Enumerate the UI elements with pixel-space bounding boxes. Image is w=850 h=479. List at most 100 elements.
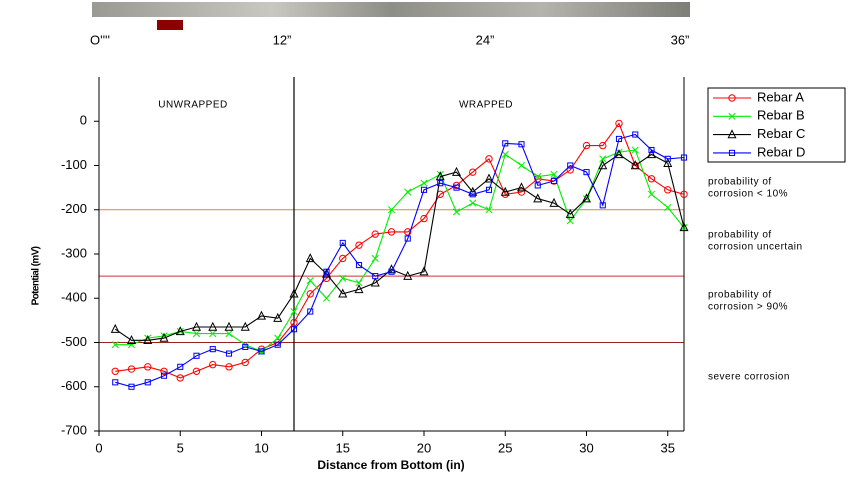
zone-label: probability of (708, 290, 772, 301)
marker (242, 343, 249, 350)
marker (550, 177, 558, 185)
y-axis-label: Potential (mV) (31, 246, 42, 305)
marker (225, 350, 233, 357)
marker (599, 141, 607, 150)
marker (306, 290, 314, 298)
marker (290, 318, 298, 327)
marker (208, 321, 218, 331)
marker (403, 270, 413, 280)
marker (534, 182, 541, 189)
marker (258, 348, 265, 355)
series-line (114, 153, 685, 341)
marker (517, 188, 526, 196)
marker (516, 182, 527, 192)
marker (274, 334, 282, 342)
marker (664, 186, 672, 194)
marker (274, 341, 281, 348)
marker (371, 230, 379, 238)
marker (679, 222, 689, 232)
y-tick-label: -300 (61, 245, 87, 260)
marker (518, 141, 525, 148)
zone-label: corrosion > 90% (708, 302, 788, 313)
strip-label: O'''' (90, 32, 110, 47)
x-tick-label: 5 (177, 440, 184, 455)
marker (728, 149, 736, 156)
marker (549, 197, 559, 207)
marker (225, 330, 233, 338)
marker (452, 181, 461, 190)
series-line (115, 149, 685, 353)
marker (127, 365, 136, 373)
y-tick-label: -600 (61, 378, 87, 393)
marker (193, 352, 200, 359)
marker (143, 334, 153, 344)
marker (224, 321, 234, 331)
zone-label: corrosion uncertain (708, 242, 803, 253)
marker (209, 346, 216, 353)
y-tick-label: -100 (61, 157, 87, 172)
marker (550, 177, 558, 185)
marker (355, 241, 363, 249)
marker (502, 140, 509, 147)
marker (484, 173, 494, 183)
marker (128, 383, 135, 390)
legend-label: Rebar B (757, 108, 805, 123)
y-tick-label: -500 (61, 334, 87, 349)
y-tick-label: 0 (80, 113, 87, 128)
marker (567, 162, 574, 169)
marker (322, 294, 331, 302)
marker (630, 160, 640, 170)
marker (306, 276, 314, 285)
marker (371, 254, 379, 262)
marker (420, 179, 428, 187)
marker (435, 171, 445, 181)
strip-label: 12” (273, 32, 292, 47)
marker (646, 149, 657, 159)
marker (209, 330, 217, 338)
marker (273, 312, 283, 322)
zone-label: severe corrosion (708, 372, 790, 383)
marker (566, 166, 574, 174)
marker (111, 367, 119, 375)
x-tick-label: 25 (498, 440, 512, 455)
legend-label: Rebar A (757, 89, 804, 104)
marker (159, 332, 169, 342)
marker (485, 206, 493, 214)
marker (388, 268, 395, 275)
marker (599, 202, 606, 209)
marker (160, 372, 168, 379)
marker (615, 119, 623, 128)
marker (566, 217, 574, 225)
y-tick-label: -200 (61, 201, 87, 216)
marker (404, 228, 412, 236)
marker (485, 155, 493, 163)
marker (241, 358, 249, 367)
marker (192, 367, 201, 375)
marker (110, 323, 120, 333)
zone-label: corrosion < 10% (708, 189, 788, 200)
marker (565, 208, 575, 218)
marker (534, 175, 542, 183)
marker (451, 166, 462, 176)
marker (339, 254, 347, 263)
strip-label: 36” (671, 32, 690, 47)
marker (354, 284, 364, 294)
marker (533, 193, 543, 203)
marker (192, 330, 201, 338)
marker (290, 326, 298, 333)
region-label: UNWRAPPED (158, 100, 228, 111)
marker (680, 154, 688, 161)
marker (583, 169, 590, 176)
marker (615, 135, 623, 143)
marker (176, 374, 184, 382)
marker (727, 129, 737, 139)
marker (289, 288, 299, 298)
marker (290, 307, 298, 316)
marker (126, 334, 137, 344)
marker (111, 341, 119, 349)
marker (323, 268, 330, 275)
marker (469, 191, 476, 198)
marker (485, 186, 493, 193)
marker (419, 266, 429, 276)
marker (370, 277, 380, 287)
